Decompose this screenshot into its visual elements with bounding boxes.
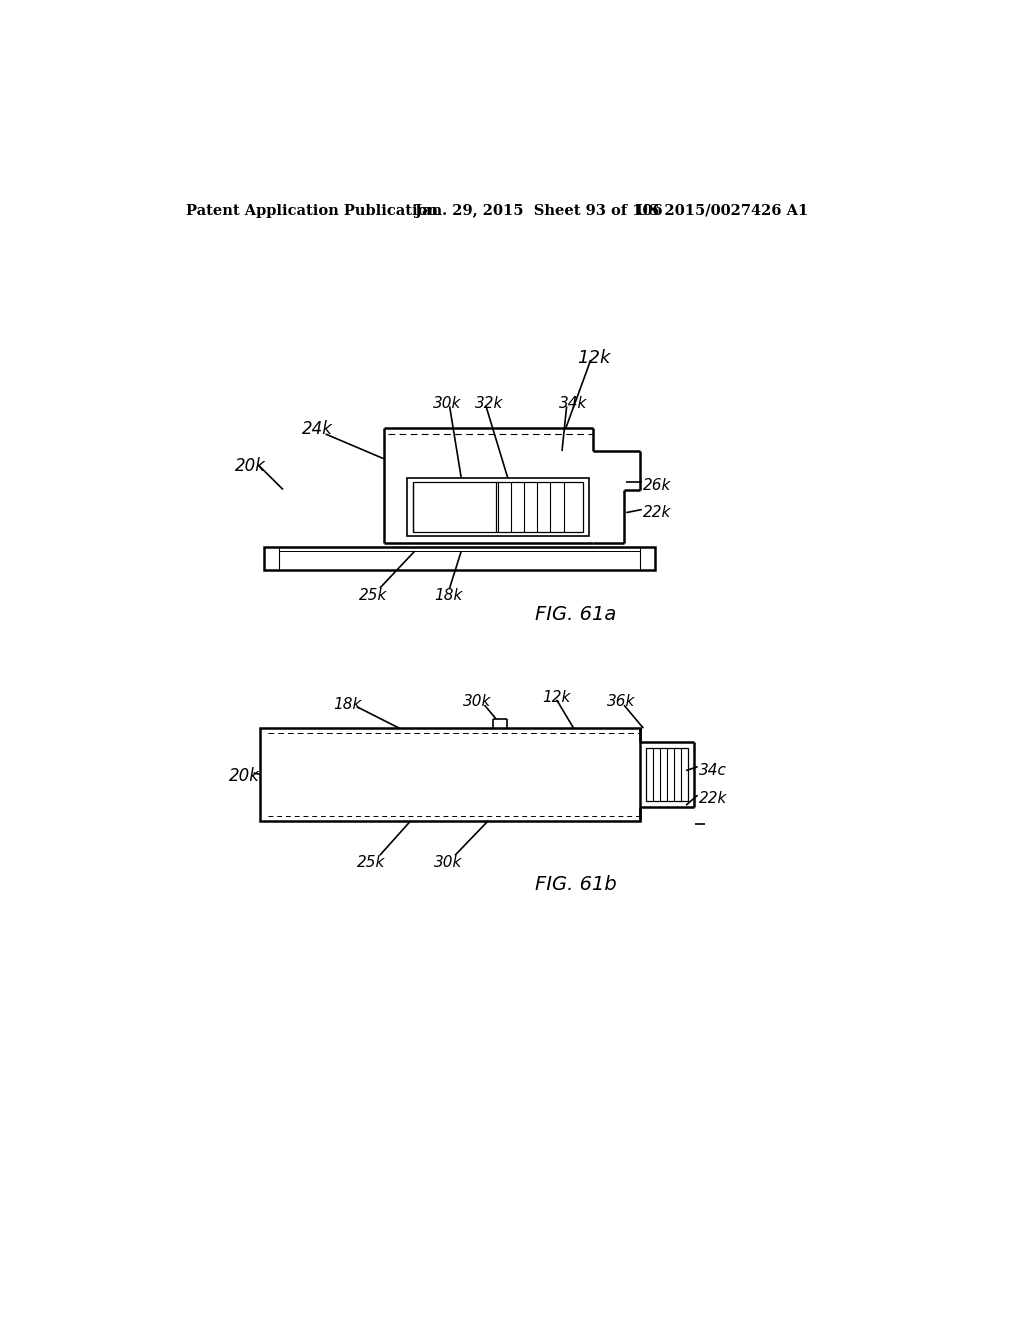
Text: 30k: 30k (432, 396, 461, 411)
Text: 18k: 18k (334, 697, 361, 713)
Text: 36k: 36k (607, 693, 635, 709)
Text: 30k: 30k (463, 693, 492, 709)
Bar (407, 478, 589, 536)
Text: FIG. 61b: FIG. 61b (535, 874, 616, 894)
Text: 22k: 22k (643, 506, 672, 520)
Text: 24k: 24k (302, 420, 333, 438)
Text: FIG. 61a: FIG. 61a (535, 605, 616, 624)
Text: 12k: 12k (578, 350, 611, 367)
Text: 34c: 34c (699, 763, 727, 777)
Text: 34k: 34k (559, 396, 588, 411)
Text: 12k: 12k (543, 689, 571, 705)
Bar (260, 729, 640, 821)
Text: 32k: 32k (475, 396, 504, 411)
Text: 25k: 25k (356, 855, 385, 870)
Bar (646, 748, 687, 800)
Text: 22k: 22k (699, 792, 727, 807)
Text: US 2015/0027426 A1: US 2015/0027426 A1 (636, 203, 808, 218)
Text: Jan. 29, 2015  Sheet 93 of 106: Jan. 29, 2015 Sheet 93 of 106 (415, 203, 663, 218)
Text: 30k: 30k (434, 855, 463, 870)
Text: 20k: 20k (228, 767, 260, 784)
Bar (263, 548, 655, 570)
Text: 20k: 20k (234, 457, 266, 475)
Bar (414, 482, 583, 532)
Text: 18k: 18k (434, 589, 463, 603)
Text: Patent Application Publication: Patent Application Publication (186, 203, 438, 218)
Text: 26k: 26k (643, 478, 672, 492)
Text: 25k: 25k (359, 589, 387, 603)
